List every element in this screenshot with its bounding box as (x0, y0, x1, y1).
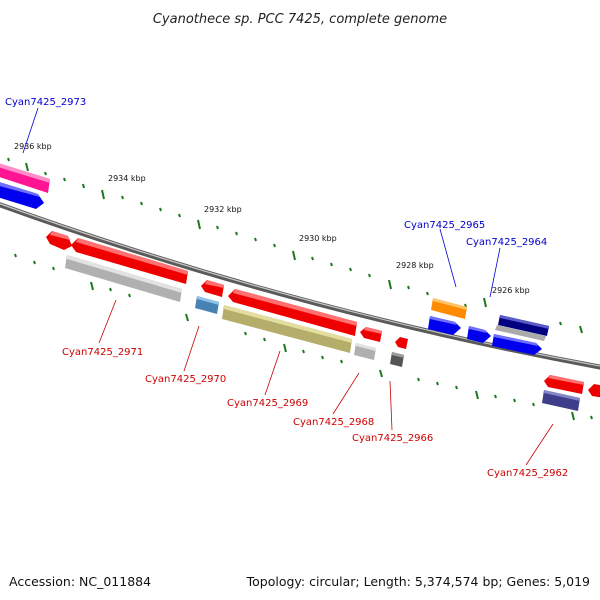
gene-arrow-reverse[interactable] (588, 384, 600, 398)
scale-label: 2930 kbp (299, 234, 337, 243)
gene-arrow-forward[interactable] (431, 298, 467, 319)
gene-label[interactable]: Cyan7425_2968 (293, 417, 374, 428)
gene-arrow-forward[interactable] (492, 334, 542, 355)
gene-label[interactable]: Cyan7425_2970 (145, 374, 226, 385)
gene-arrow-reverse[interactable] (542, 390, 580, 411)
gene-label[interactable]: Cyan7425_2971 (62, 347, 143, 358)
reverse-gene-track (46, 231, 600, 411)
inner-tick-track (14, 253, 593, 421)
map-title: Cyanothece sp. PCC 7425, complete genome (153, 12, 447, 27)
gene-arrow-forward[interactable] (495, 325, 546, 341)
gene-label[interactable]: Cyan7425_2965 (404, 220, 485, 231)
forward-gene-track (0, 163, 549, 355)
scale-label: 2934 kbp (108, 174, 146, 183)
gene-label[interactable]: Cyan7425_2962 (487, 468, 568, 479)
scale-label: 2926 kbp (492, 286, 530, 295)
scale-label: 2936 kbp (14, 142, 52, 151)
gene-label[interactable]: Cyan7425_2966 (352, 433, 433, 444)
scale-label: 2932 kbp (204, 205, 242, 214)
reverse-gene-labels: Cyan7425_2971 Cyan7425_2970 Cyan7425_296… (62, 299, 568, 479)
gene-arrow-reverse[interactable] (395, 337, 408, 349)
forward-gene-labels: Cyan7425_2973 Cyan7425_2965 Cyan7425_296… (5, 97, 547, 298)
gene-label[interactable]: Cyan7425_2964 (466, 237, 547, 248)
gene-arrow-reverse[interactable] (228, 289, 357, 336)
accession-text: Accession: NC_011884 (9, 574, 151, 589)
gene-arrow-forward[interactable] (428, 316, 461, 335)
gene-label[interactable]: Cyan7425_2973 (5, 97, 86, 108)
scale-label: 2928 kbp (396, 261, 434, 270)
outer-tick-track (7, 157, 583, 334)
genome-summary-text: Topology: circular; Length: 5,374,574 bp… (246, 574, 590, 589)
gene-arrow-reverse[interactable] (71, 238, 188, 284)
gene-arrow-reverse[interactable] (544, 375, 584, 394)
gene-label[interactable]: Cyan7425_2969 (227, 398, 308, 409)
